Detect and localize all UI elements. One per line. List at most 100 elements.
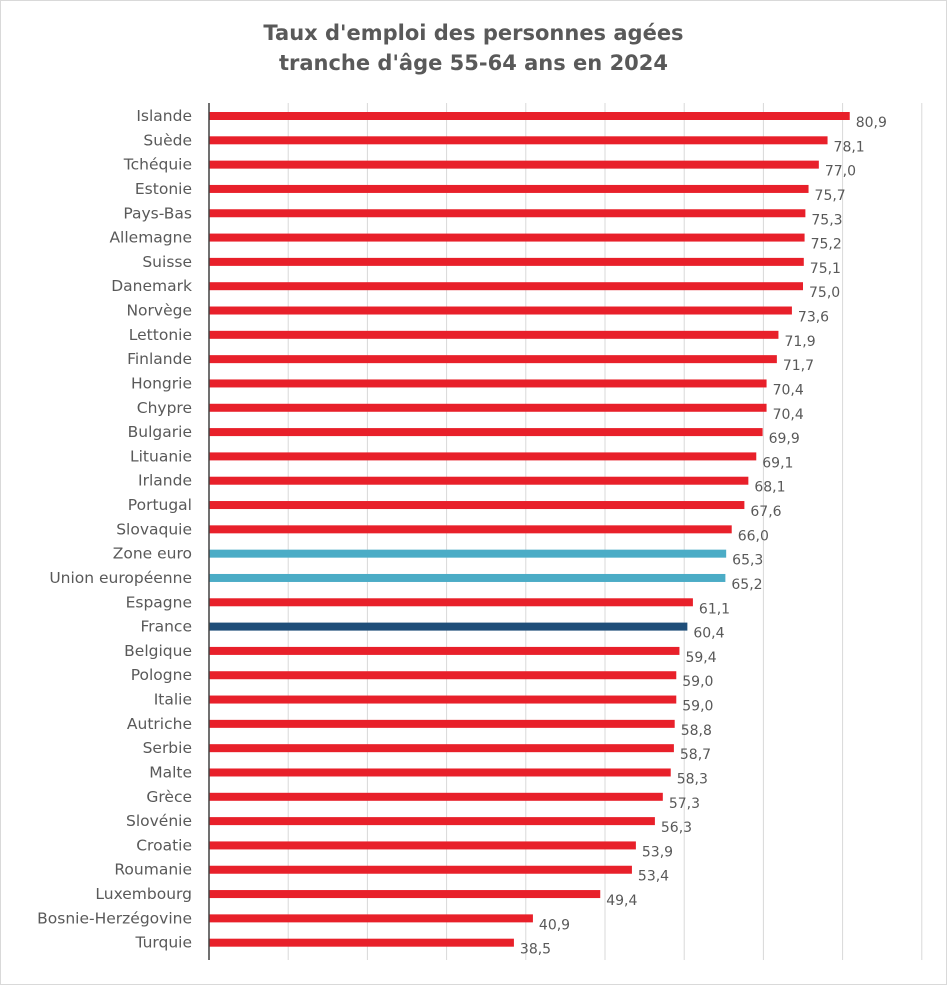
category-label: Union européenne [49, 569, 192, 587]
bar [209, 938, 514, 947]
category-label: Hongrie [131, 374, 192, 392]
category-label: Pays-Bas [123, 204, 192, 222]
category-label: Slovaquie [116, 520, 192, 538]
bar [209, 379, 767, 388]
bar [209, 573, 726, 582]
bar [209, 865, 632, 874]
value-label: 75,7 [815, 188, 846, 204]
category-label: Pologne [131, 666, 192, 684]
category-label: Serbie [143, 739, 192, 757]
category-label: Suède [143, 131, 192, 149]
value-label: 61,1 [699, 601, 730, 617]
bar [209, 306, 792, 315]
bar [209, 890, 601, 899]
bar [209, 768, 671, 777]
bar [209, 257, 804, 266]
category-label: Estonie [135, 180, 192, 198]
bar [209, 112, 850, 120]
value-label: 68,1 [754, 480, 785, 496]
bar [209, 671, 677, 680]
category-label: Suisse [142, 253, 192, 271]
category-label: Chypre [137, 399, 192, 417]
category-label: Roumanie [114, 861, 192, 879]
value-label: 38,5 [520, 942, 551, 958]
category-label: Malte [149, 763, 192, 781]
value-label: 67,6 [750, 504, 781, 520]
bar [209, 282, 803, 291]
category-label: Bosnie-Herzégovine [37, 909, 192, 927]
category-label: Lettonie [129, 326, 192, 344]
value-label: 71,7 [783, 358, 814, 374]
value-label: 75,0 [809, 285, 840, 301]
bar [209, 549, 727, 558]
category-label: Allemagne [109, 229, 192, 247]
bar [209, 355, 777, 364]
value-label: 69,9 [769, 431, 800, 447]
value-label: 70,4 [773, 407, 804, 423]
category-label: Italie [154, 691, 192, 709]
bar [209, 914, 533, 923]
value-label: 71,9 [784, 334, 815, 350]
category-label: Tchéquie [123, 156, 192, 174]
value-label: 77,0 [825, 164, 856, 180]
value-label: 49,4 [606, 893, 637, 909]
category-label: Portugal [128, 496, 192, 514]
value-label: 53,9 [642, 844, 673, 860]
bar [209, 646, 680, 655]
chart-title-line-1: Taux d'emploi des personnes agées [263, 21, 684, 45]
value-label: 59,0 [682, 699, 713, 715]
category-label: Irlande [138, 472, 192, 490]
bar [209, 598, 693, 607]
bar [209, 525, 732, 534]
category-label: Zone euro [113, 545, 192, 563]
category-label: Grèce [146, 788, 192, 806]
bar [209, 403, 767, 412]
value-label: 69,1 [762, 455, 793, 471]
category-label: Luxembourg [95, 885, 192, 903]
bars [209, 112, 850, 947]
value-label: 66,0 [738, 528, 769, 544]
value-label: 73,6 [798, 310, 829, 326]
chart-title: Taux d'emploi des personnes agées tranch… [0, 18, 947, 78]
category-label: Espagne [126, 593, 192, 611]
bar [209, 817, 655, 826]
value-label: 65,2 [731, 577, 762, 593]
bar [209, 209, 806, 218]
value-label: 40,9 [539, 917, 570, 933]
value-label: 57,3 [669, 796, 700, 812]
category-label: Turquie [134, 934, 192, 952]
bar [209, 160, 819, 169]
value-label: 75,2 [811, 237, 842, 253]
category-label: Danemark [111, 277, 192, 295]
value-label: 56,3 [661, 820, 692, 836]
category-label: Bulgarie [128, 423, 192, 441]
value-label: 75,3 [811, 212, 842, 228]
value-label: 80,9 [856, 115, 887, 131]
value-label: 65,3 [732, 553, 763, 569]
value-label: 70,4 [773, 382, 804, 398]
category-label: France [140, 618, 192, 636]
bar [209, 452, 757, 461]
category-label: Slovénie [126, 812, 192, 830]
value-label: 59,0 [682, 674, 713, 690]
bar [209, 136, 828, 145]
bar [209, 622, 688, 631]
value-label: 58,8 [681, 723, 712, 739]
value-label: 53,4 [638, 869, 669, 885]
value-labels: 80,9 78,1 77,0 75,7 75,3 75,2 75,1 75,0 73,6 71,9… [520, 115, 887, 958]
bar [209, 841, 636, 850]
category-label: Islande [136, 107, 192, 125]
bar [209, 330, 779, 339]
chart-title-line-2: tranche d'âge 55-64 ans en 2024 [278, 51, 669, 75]
bar [209, 744, 674, 753]
value-label: 60,4 [693, 626, 724, 642]
bar [209, 184, 809, 193]
bar [209, 719, 675, 728]
bar [209, 501, 745, 510]
category-label: Belgique [124, 642, 192, 660]
value-label: 58,7 [680, 747, 711, 763]
bar [209, 792, 663, 801]
bar [209, 695, 677, 704]
value-label: 58,3 [677, 771, 708, 787]
